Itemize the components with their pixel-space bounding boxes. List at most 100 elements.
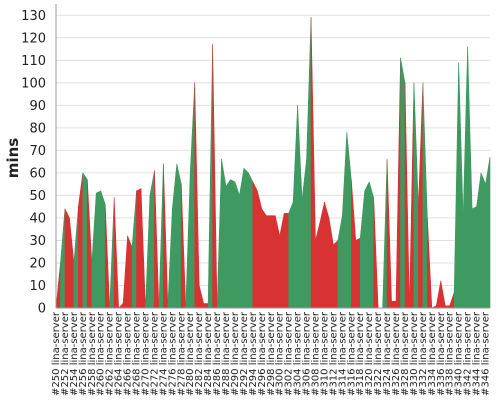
x-tick-label: #326 lina-server bbox=[391, 311, 402, 396]
x-tick-label: #342 lina-server bbox=[463, 311, 474, 396]
x-tick-label: #264 lina-server bbox=[114, 311, 125, 396]
area-segment-failure bbox=[324, 201, 330, 309]
area-segment-failure bbox=[333, 240, 339, 309]
x-tick-label: #298 lina-server bbox=[266, 311, 277, 396]
y-tick-label: 40 bbox=[29, 211, 46, 226]
area-segment-failure bbox=[252, 181, 258, 309]
y-tick-label: 0 bbox=[38, 302, 46, 317]
area-segment-success bbox=[400, 57, 406, 309]
area-segment-failure bbox=[64, 208, 70, 309]
x-tick-labels: #250 lina-server#252 lina-server#254 lin… bbox=[51, 311, 492, 396]
x-tick-label: #266 lina-server bbox=[123, 311, 134, 396]
area-segment-failure bbox=[355, 237, 361, 309]
x-tick-label: #304 lina-server bbox=[293, 311, 304, 396]
area-segment-success bbox=[221, 159, 227, 309]
x-tick-label: #316 lina-server bbox=[346, 311, 357, 396]
y-tick-label: 90 bbox=[29, 99, 46, 114]
x-tick-label: #262 lina-server bbox=[105, 311, 116, 396]
x-tick-label: #276 lina-server bbox=[167, 311, 178, 396]
y-tick-label: 20 bbox=[29, 256, 46, 271]
y-tick-label: 80 bbox=[29, 121, 46, 136]
area-segment-success bbox=[225, 179, 231, 309]
x-tick-label: #344 lina-server bbox=[472, 311, 483, 396]
x-tick-label: #278 lina-server bbox=[176, 311, 187, 396]
x-tick-label: #320 lina-server bbox=[364, 311, 375, 396]
x-tick-label: #252 lina-server bbox=[60, 311, 71, 396]
area-segment-failure bbox=[261, 208, 267, 309]
x-tick-label: #334 lina-server bbox=[427, 311, 438, 396]
x-tick-label: #314 lina-server bbox=[337, 311, 348, 396]
y-tick-label: 120 bbox=[21, 31, 46, 46]
x-tick-label: #318 lina-server bbox=[355, 311, 366, 396]
area-segment-success bbox=[471, 206, 477, 309]
area-segment-failure bbox=[265, 215, 272, 309]
x-tick-label: #338 lina-server bbox=[445, 311, 456, 396]
y-tick-label: 110 bbox=[21, 54, 46, 69]
x-tick-label: #310 lina-server bbox=[319, 311, 330, 396]
area-segment-success bbox=[243, 168, 249, 309]
x-tick-label: #274 lina-server bbox=[158, 311, 169, 396]
y-tick-label: 60 bbox=[29, 166, 46, 181]
x-tick-label: #332 lina-server bbox=[418, 311, 429, 396]
area-segment-success bbox=[234, 181, 240, 309]
x-tick-label: #308 lina-server bbox=[311, 311, 322, 396]
area-segment-success bbox=[176, 163, 182, 309]
x-tick-label: #280 lina-server bbox=[185, 311, 196, 396]
x-tick-label: #284 lina-server bbox=[203, 311, 214, 396]
y-tick-label: 30 bbox=[29, 234, 46, 249]
x-tick-label: #254 lina-server bbox=[69, 311, 80, 396]
x-tick-label: #258 lina-server bbox=[87, 311, 98, 396]
y-tick-label: 10 bbox=[29, 279, 46, 294]
x-tick-label: #346 lina-server bbox=[481, 311, 492, 396]
x-tick-label: #288 lina-server bbox=[221, 311, 232, 396]
x-tick-label: #286 lina-server bbox=[212, 311, 223, 396]
area-segment-success bbox=[100, 190, 106, 309]
area-segment-success bbox=[95, 190, 102, 309]
area-segment-failure bbox=[270, 215, 276, 309]
x-tick-label: #294 lina-server bbox=[248, 311, 259, 396]
x-tick-label: #312 lina-server bbox=[328, 311, 339, 396]
area-segment-failure bbox=[203, 303, 209, 309]
area-segment-success bbox=[149, 170, 155, 309]
x-tick-label: #292 lina-server bbox=[239, 311, 250, 396]
y-tick-label: 50 bbox=[29, 189, 46, 204]
area-segment-failure bbox=[136, 188, 142, 309]
x-tick-label: #336 lina-server bbox=[436, 311, 447, 396]
x-tick-label: #328 lina-server bbox=[400, 311, 411, 396]
x-tick-label: #302 lina-server bbox=[284, 311, 295, 396]
area-segment-failure bbox=[257, 190, 263, 309]
area-segment-success bbox=[230, 179, 236, 309]
x-tick-label: #340 lina-server bbox=[454, 311, 465, 396]
area-segment-success bbox=[364, 181, 370, 309]
y-tick-label: 100 bbox=[21, 76, 46, 91]
x-tick-label: #250 lina-server bbox=[51, 311, 62, 396]
x-tick-label: #330 lina-server bbox=[409, 311, 420, 396]
x-tick-label: #282 lina-server bbox=[194, 311, 205, 396]
x-tick-label: #290 lina-server bbox=[230, 311, 241, 396]
area-segment-success bbox=[485, 156, 491, 309]
x-tick-label: #270 lina-server bbox=[140, 311, 151, 396]
x-tick-label: #260 lina-server bbox=[96, 311, 107, 396]
area-segment-failure bbox=[391, 300, 397, 309]
x-tick-label: #322 lina-server bbox=[373, 311, 384, 396]
area-segment-failure bbox=[127, 235, 133, 309]
area-segment-success bbox=[480, 172, 486, 309]
y-axis-label: mins bbox=[4, 138, 22, 178]
area-segment-success bbox=[288, 201, 294, 309]
x-tick-label: #306 lina-server bbox=[302, 311, 313, 396]
area-segment-failure bbox=[283, 213, 289, 309]
x-tick-label: #256 lina-server bbox=[78, 311, 89, 396]
x-tick-label: #300 lina-server bbox=[275, 311, 286, 396]
y-tick-labels: 0 10 20 30 40 50 60 70 80 90 100 110 120 130 bbox=[21, 9, 46, 317]
area-segment-success bbox=[82, 172, 88, 309]
x-tick-label: #296 lina-server bbox=[257, 311, 268, 396]
area-segment-success bbox=[368, 181, 374, 309]
x-tick-label: #324 lina-server bbox=[382, 311, 393, 396]
x-tick-label: #272 lina-server bbox=[149, 311, 160, 396]
area-segment-success bbox=[248, 172, 254, 309]
area-segment-failure bbox=[319, 201, 325, 309]
y-tick-label: 130 bbox=[21, 9, 46, 24]
x-tick-label: #268 lina-server bbox=[132, 311, 143, 396]
y-tick-label: 70 bbox=[29, 144, 46, 159]
